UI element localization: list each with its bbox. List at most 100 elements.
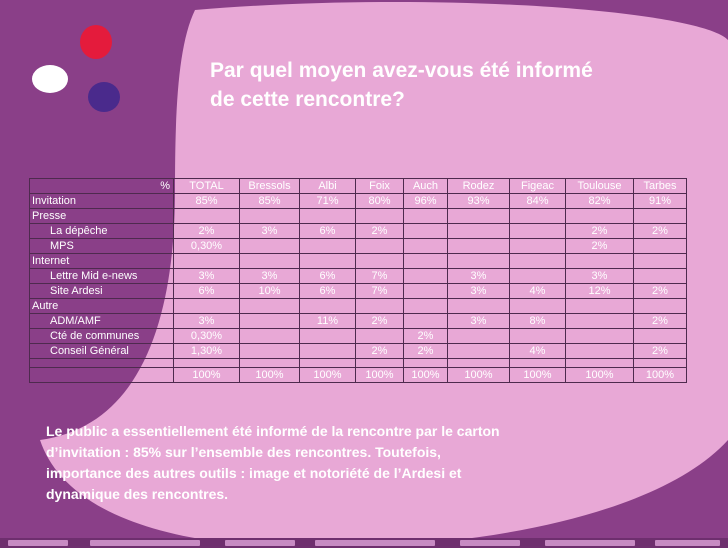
page-title-line-2: de cette rencontre? — [210, 88, 405, 111]
table-cell: 3% — [447, 283, 510, 299]
table-cell — [299, 343, 356, 359]
spacer-cell — [355, 358, 404, 368]
table-row: ADM/AMF 3% 11% 2% 3% 8% 2% — [29, 313, 687, 329]
table-cell: 2% — [633, 313, 687, 329]
table-cell — [355, 328, 404, 344]
table-header-cell: Tarbes — [633, 178, 687, 194]
table-cell — [403, 223, 448, 239]
table-cell — [633, 328, 687, 344]
table-cell — [299, 238, 356, 254]
table-cell: 3% — [239, 268, 300, 284]
table-cell — [565, 298, 634, 314]
page-title: Par quel moyen avez-vous été informé de … — [210, 56, 710, 114]
logo-red-dot — [80, 25, 112, 59]
table-cell: 0,30% — [173, 238, 240, 254]
table-header-cell: Albi — [299, 178, 356, 194]
row-label: MPS — [29, 238, 174, 254]
spacer-cell — [239, 358, 300, 368]
table-header-row: % TOTAL Bressols Albi Foix Auch Rodez Fi… — [29, 178, 687, 194]
table-row: Lettre Mid e-news 3% 3% 6% 7% 3% 3% — [29, 268, 687, 284]
table-cell — [299, 208, 356, 224]
table-cell — [447, 343, 510, 359]
table-cell — [447, 238, 510, 254]
table-cell — [355, 238, 404, 254]
summary-line: importance des autres outils : image et … — [46, 465, 462, 481]
table-cell: 2% — [355, 343, 404, 359]
table-cell — [403, 268, 448, 284]
table-cell — [173, 208, 240, 224]
table-cell — [403, 298, 448, 314]
table-total-row: 100% 100% 100% 100% 100% 100% 100% 100% 100% — [29, 367, 687, 383]
table-cell: 3% — [239, 223, 300, 239]
table-cell: 96% — [403, 193, 448, 209]
row-label: Internet — [29, 253, 174, 269]
page-title-line-1: Par quel moyen avez-vous été informé — [210, 59, 593, 82]
table-cell — [509, 238, 566, 254]
table-cell: 11% — [299, 313, 356, 329]
table-cell: 6% — [299, 268, 356, 284]
table-cell — [239, 343, 300, 359]
table-cell — [239, 328, 300, 344]
table-cell — [565, 328, 634, 344]
table-cell: 85% — [173, 193, 240, 209]
table-header-cell: Auch — [403, 178, 448, 194]
table-cell — [447, 298, 510, 314]
total-cell: 100% — [509, 367, 566, 383]
table-cell — [565, 208, 634, 224]
table-cell — [403, 238, 448, 254]
row-label: La dépêche — [29, 223, 174, 239]
table-cell — [239, 313, 300, 329]
table-cell: 2% — [173, 223, 240, 239]
total-cell: 100% — [565, 367, 634, 383]
total-cell: 100% — [239, 367, 300, 383]
table-cell: 82% — [565, 193, 634, 209]
table-cell — [633, 208, 687, 224]
table-header-cell: Toulouse — [565, 178, 634, 194]
table-cell — [299, 253, 356, 269]
table-header-cell: % — [29, 178, 174, 194]
table-header-cell: Rodez — [447, 178, 510, 194]
table-cell: 4% — [509, 283, 566, 299]
table-cell: 12% — [565, 283, 634, 299]
spacer-cell — [299, 358, 356, 368]
table-cell — [633, 298, 687, 314]
table-cell: 2% — [565, 223, 634, 239]
spacer-cell — [447, 358, 510, 368]
table-row: Invitation 85% 85% 71% 80% 96% 93% 84% 82% 91% — [29, 193, 687, 209]
total-cell: 100% — [447, 367, 510, 383]
table-cell — [509, 328, 566, 344]
table-row: Autre — [29, 298, 687, 314]
table-cell: 91% — [633, 193, 687, 209]
table-cell — [509, 208, 566, 224]
row-label: Autre — [29, 298, 174, 314]
table-header-cell: Bressols — [239, 178, 300, 194]
table-cell — [509, 223, 566, 239]
total-cell: 100% — [633, 367, 687, 383]
table-cell — [565, 253, 634, 269]
row-label: Presse — [29, 208, 174, 224]
table-cell — [299, 328, 356, 344]
table-cell — [403, 283, 448, 299]
table-row: Internet — [29, 253, 687, 269]
table-cell — [447, 208, 510, 224]
table-cell — [403, 208, 448, 224]
table-cell — [239, 253, 300, 269]
row-label: Conseil Général — [29, 343, 174, 359]
table-cell — [633, 268, 687, 284]
table-cell: 3% — [173, 313, 240, 329]
spacer-cell — [29, 358, 174, 368]
table-cell: 6% — [299, 283, 356, 299]
table-cell: 93% — [447, 193, 510, 209]
table-cell: 84% — [509, 193, 566, 209]
logo-white-dot — [32, 65, 68, 93]
summary-line: dynamique des rencontres. — [46, 486, 229, 502]
table-cell: 2% — [633, 283, 687, 299]
table-header-cell: Figeac — [509, 178, 566, 194]
table-cell — [173, 298, 240, 314]
total-cell: 100% — [403, 367, 448, 383]
table-cell — [565, 313, 634, 329]
table-cell: 85% — [239, 193, 300, 209]
total-cell: 100% — [355, 367, 404, 383]
table-cell — [239, 298, 300, 314]
table-cell: 3% — [173, 268, 240, 284]
